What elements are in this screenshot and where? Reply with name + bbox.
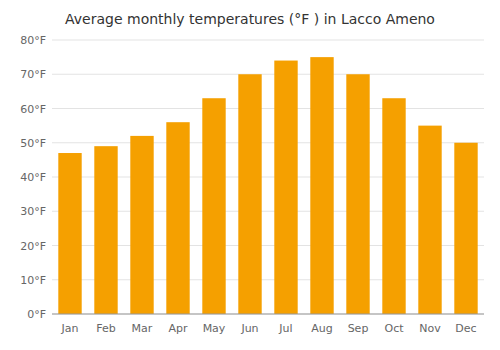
grid-line: [52, 74, 484, 75]
y-tick-label: 0°F: [27, 308, 46, 321]
x-tick-label: Mar: [132, 322, 153, 335]
bar: [454, 143, 477, 314]
x-tick-label: Sep: [348, 322, 369, 335]
y-tick-label: 70°F: [20, 68, 46, 81]
bar: [166, 122, 189, 314]
x-tick-label: Oct: [384, 322, 404, 335]
x-tick-label: May: [203, 322, 226, 335]
bar: [94, 146, 117, 314]
x-tick-label: Jul: [278, 322, 292, 335]
bar: [130, 136, 153, 314]
y-tick-label: 40°F: [20, 171, 46, 184]
x-tick-label: Apr: [168, 322, 188, 335]
grid: [52, 40, 484, 314]
x-tick-label: Nov: [419, 322, 441, 335]
chart-svg: Average monthly temperatures (°F ) in La…: [0, 0, 500, 350]
x-tick-label: Aug: [311, 322, 332, 335]
grid-line: [52, 108, 484, 109]
y-tick-label: 50°F: [20, 137, 46, 150]
x-tick-label: Dec: [455, 322, 476, 335]
bar: [418, 126, 441, 314]
grid-line: [52, 40, 484, 41]
y-tick-label: 30°F: [20, 205, 46, 218]
bar: [58, 153, 81, 314]
x-tick-label: Feb: [96, 322, 115, 335]
bar: [202, 98, 225, 314]
grid-line: [52, 314, 484, 315]
bar: [310, 57, 333, 314]
x-tick-label: Jan: [61, 322, 79, 335]
title: Average monthly temperatures (°F ) in La…: [65, 11, 435, 27]
bars: [58, 57, 477, 314]
bar: [274, 61, 297, 314]
bar: [238, 74, 261, 314]
x-axis-line: [52, 314, 484, 315]
y-tick-label: 10°F: [20, 274, 46, 287]
y-tick-label: 80°F: [20, 34, 46, 47]
y-tick-label: 60°F: [20, 103, 46, 116]
y-tick-label: 20°F: [20, 240, 46, 253]
bar: [382, 98, 405, 314]
chart-container: Average monthly temperatures (°F ) in La…: [0, 0, 500, 350]
x-tick-label: Jun: [240, 322, 258, 335]
bar: [346, 74, 369, 314]
